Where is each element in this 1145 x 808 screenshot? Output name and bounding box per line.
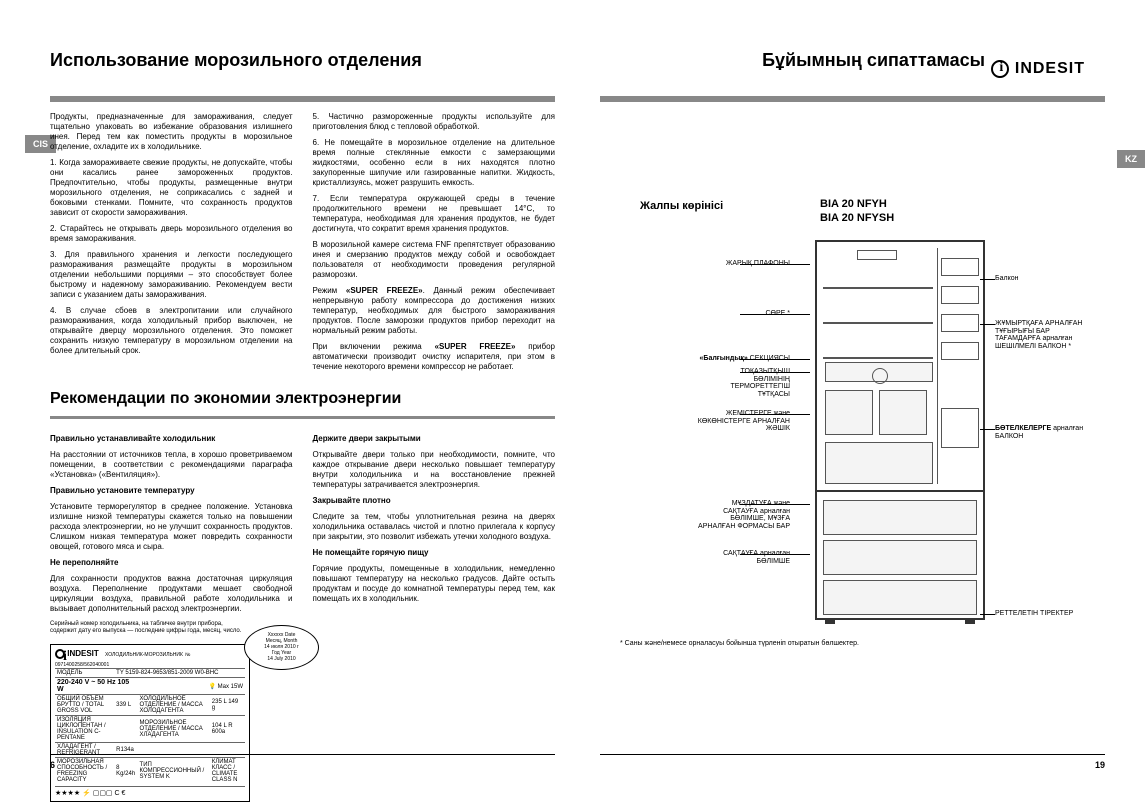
left-title-2: Рекомендации по экономии электроэнергии (50, 390, 555, 408)
page-left: Использование морозильного отделения Про… (50, 50, 555, 770)
footer-rule (50, 754, 555, 755)
fridge-diagram: Жалпы көрінісі BIA 20 NFYHBIA 20 NFYSH (620, 200, 1085, 640)
diagram-label: Балкон (995, 275, 1018, 283)
divider (50, 416, 555, 419)
brand-logo: INDESIT (991, 60, 1085, 78)
plate-specs: МОДЕЛЬTY 5159-824-9653/851-2009 W0-ВНС 2… (55, 668, 245, 784)
rating-plate: Xxxxxx DateМесяц, Month14 июля 2010 гГод… (50, 644, 250, 802)
page-right: INDESIT Бұйымның сипаттамасы Жалпы көрін… (600, 50, 1105, 770)
fridge-outline (815, 240, 985, 620)
energy-saving-text: Правильно устанавливайте холодильникНа р… (50, 434, 555, 615)
footer-rule (600, 754, 1105, 755)
diagram-footnote: * Саны жəне/немесе орналасуы бойынша түр… (620, 640, 859, 647)
date-callout: Xxxxxx DateМесяц, Month14 июля 2010 гГод… (244, 625, 319, 670)
freezer-usage-text: Продукты, предназначенные для заморажива… (50, 112, 555, 372)
diagram-label: САҚТАУҒА арналғанБӨЛІМШЕ (723, 550, 790, 565)
overview-label: Жалпы көрінісі (640, 200, 723, 212)
diagram-label: РЕТТЕЛЕТІН ТІРЕКТЕР (995, 610, 1073, 618)
plate-caption: Серийный номер холодильника, на табличке… (50, 621, 250, 634)
lang-tab-kz: KZ (1117, 150, 1145, 168)
diagram-label: БӨТЕЛКЕЛЕРГЕ арналғанБАЛКОН (995, 425, 1083, 440)
divider (600, 96, 1105, 102)
left-title-1: Использование морозильного отделения (50, 50, 555, 71)
page-number: 19 (1095, 760, 1105, 770)
divider (50, 96, 555, 102)
page-number: 6 (50, 760, 55, 770)
diagram-label: ЖҰМЫРТҚАҒА АРНАЛҒАНТҰҒЫРЫҒЫ БАРТАҒАМДАРҒ… (995, 320, 1083, 351)
model-labels: BIA 20 NFYHBIA 20 NFYSH (820, 197, 894, 226)
